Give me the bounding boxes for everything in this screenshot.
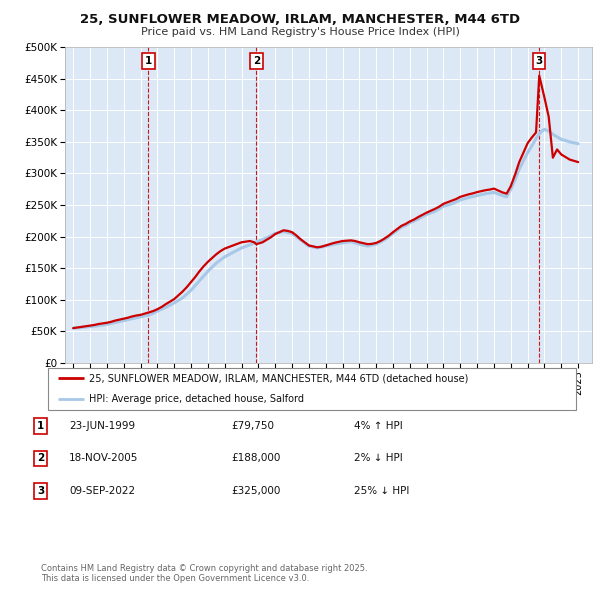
Text: 2% ↓ HPI: 2% ↓ HPI [354,454,403,463]
Text: 25, SUNFLOWER MEADOW, IRLAM, MANCHESTER, M44 6TD: 25, SUNFLOWER MEADOW, IRLAM, MANCHESTER,… [80,13,520,26]
Text: £325,000: £325,000 [231,486,280,496]
Text: 09-SEP-2022: 09-SEP-2022 [69,486,135,496]
Text: 3: 3 [37,486,44,496]
Text: £79,750: £79,750 [231,421,274,431]
Text: 2: 2 [253,56,260,66]
Text: 18-NOV-2005: 18-NOV-2005 [69,454,139,463]
Text: 3: 3 [536,56,543,66]
Text: 1: 1 [145,56,152,66]
Text: 25, SUNFLOWER MEADOW, IRLAM, MANCHESTER, M44 6TD (detached house): 25, SUNFLOWER MEADOW, IRLAM, MANCHESTER,… [89,373,469,383]
Text: Contains HM Land Registry data © Crown copyright and database right 2025.
This d: Contains HM Land Registry data © Crown c… [41,563,367,583]
Text: £188,000: £188,000 [231,454,280,463]
Text: 4% ↑ HPI: 4% ↑ HPI [354,421,403,431]
Text: 23-JUN-1999: 23-JUN-1999 [69,421,135,431]
Text: 2: 2 [37,454,44,463]
Text: 1: 1 [37,421,44,431]
Text: HPI: Average price, detached house, Salford: HPI: Average price, detached house, Salf… [89,395,304,404]
Text: Price paid vs. HM Land Registry's House Price Index (HPI): Price paid vs. HM Land Registry's House … [140,27,460,37]
FancyBboxPatch shape [48,368,576,410]
Text: 25% ↓ HPI: 25% ↓ HPI [354,486,409,496]
